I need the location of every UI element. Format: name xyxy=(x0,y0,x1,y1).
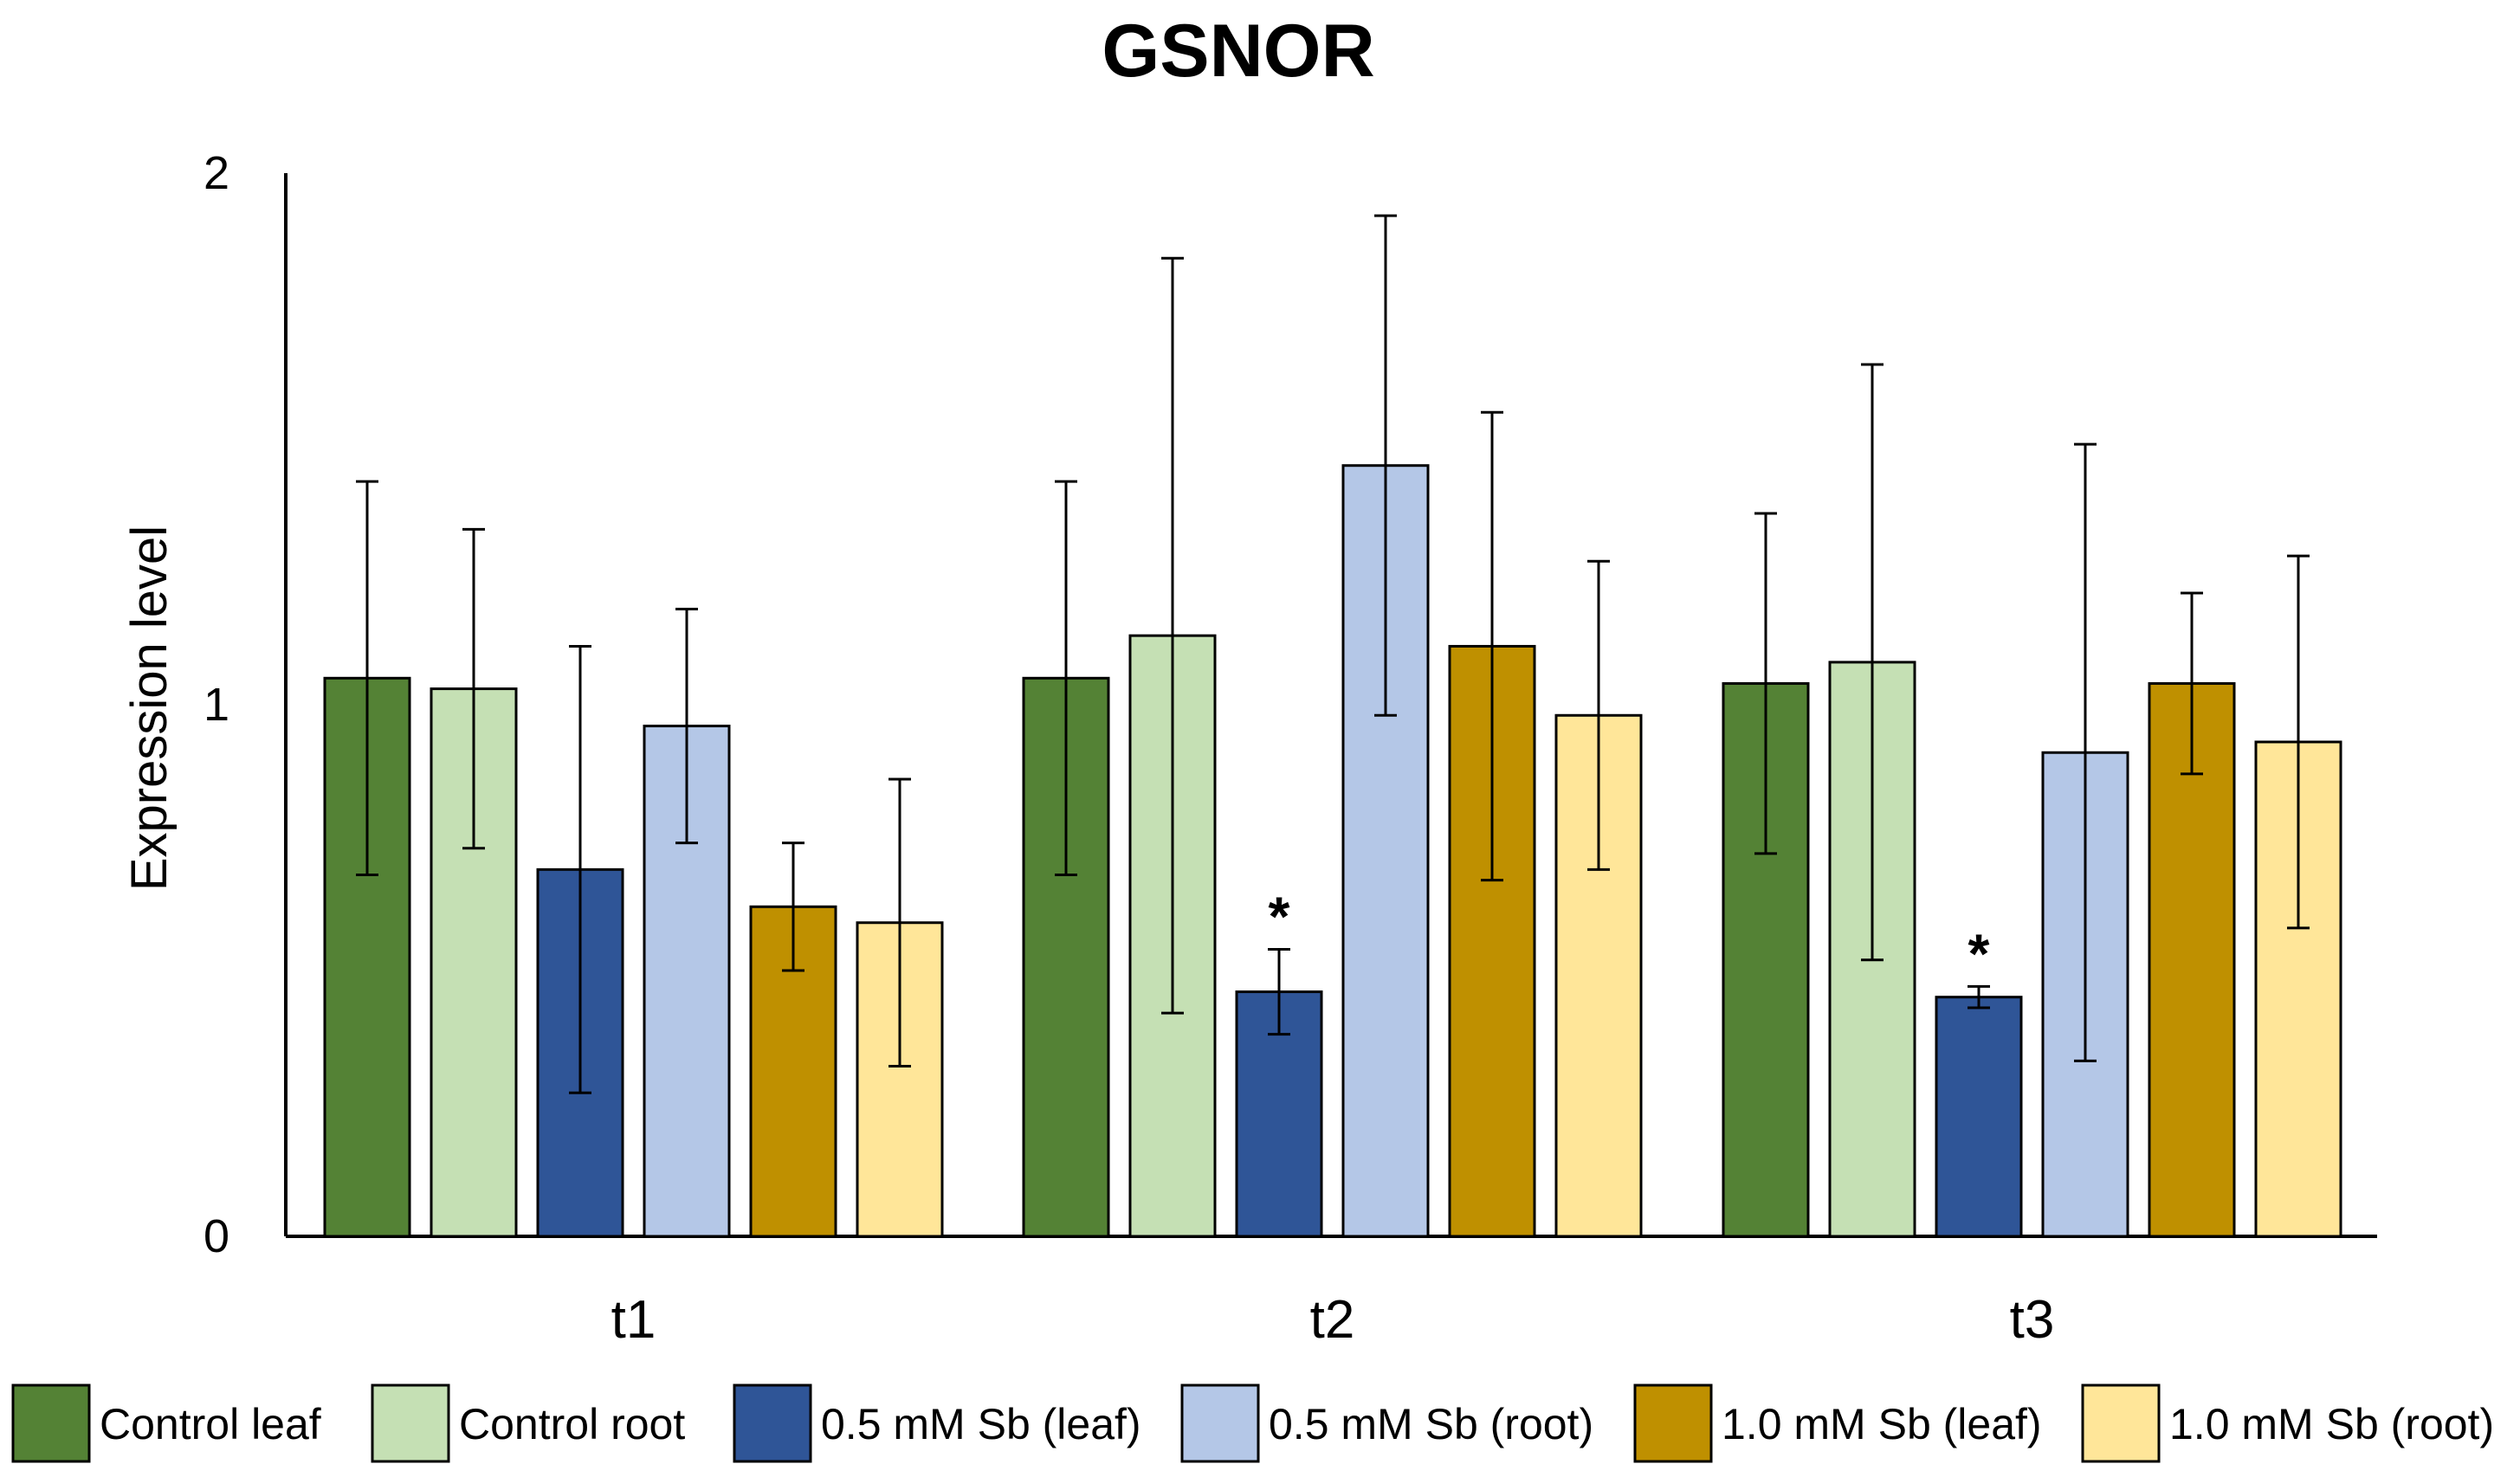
legend-swatch-5 xyxy=(1633,1383,1713,1463)
legend-label-6: 1.0 mM Sb (root) xyxy=(2169,1400,2494,1448)
legend-swatch-2 xyxy=(371,1383,450,1463)
legend-swatch-6 xyxy=(2081,1383,2161,1463)
y-tick-label: 1 xyxy=(204,679,229,731)
legend-label-1: Control leaf xyxy=(100,1400,321,1448)
significance-mark: * xyxy=(1968,922,1990,984)
legend: Control leaf Control root 0.5 mM Sb (leaf)… xyxy=(11,1383,2494,1463)
bar-t1-series-2 xyxy=(430,687,518,1238)
legend-swatch-3 xyxy=(733,1383,812,1463)
y-tick-label: 2 xyxy=(204,147,229,199)
legend-swatch-1 xyxy=(11,1383,91,1463)
x-tick-label-t3: t3 xyxy=(2010,1290,2055,1350)
legend-label-5: 1.0 mM Sb (leaf) xyxy=(1722,1400,2042,1448)
y-axis-label: Expression level xyxy=(121,526,178,891)
legend-label-4: 0.5 mM Sb (root) xyxy=(1269,1400,1593,1448)
significance-mark: * xyxy=(1269,885,1290,947)
bar-t3-series-5 xyxy=(2148,681,2236,1238)
x-tick-label-t2: t2 xyxy=(1310,1290,1355,1350)
y-tick-label: 0 xyxy=(204,1210,229,1262)
chart-title: GSNOR xyxy=(1102,10,1374,93)
x-tick-label-t1: t1 xyxy=(611,1290,656,1350)
legend-label-2: Control root xyxy=(459,1400,685,1448)
bar-t3-series-3 xyxy=(1935,996,2023,1238)
plot-area: 0 1 2 t1 * t2 * t3 xyxy=(204,147,2377,1350)
legend-label-3: 0.5 mM Sb (leaf) xyxy=(821,1400,1141,1448)
legend-swatch-4 xyxy=(1180,1383,1260,1463)
